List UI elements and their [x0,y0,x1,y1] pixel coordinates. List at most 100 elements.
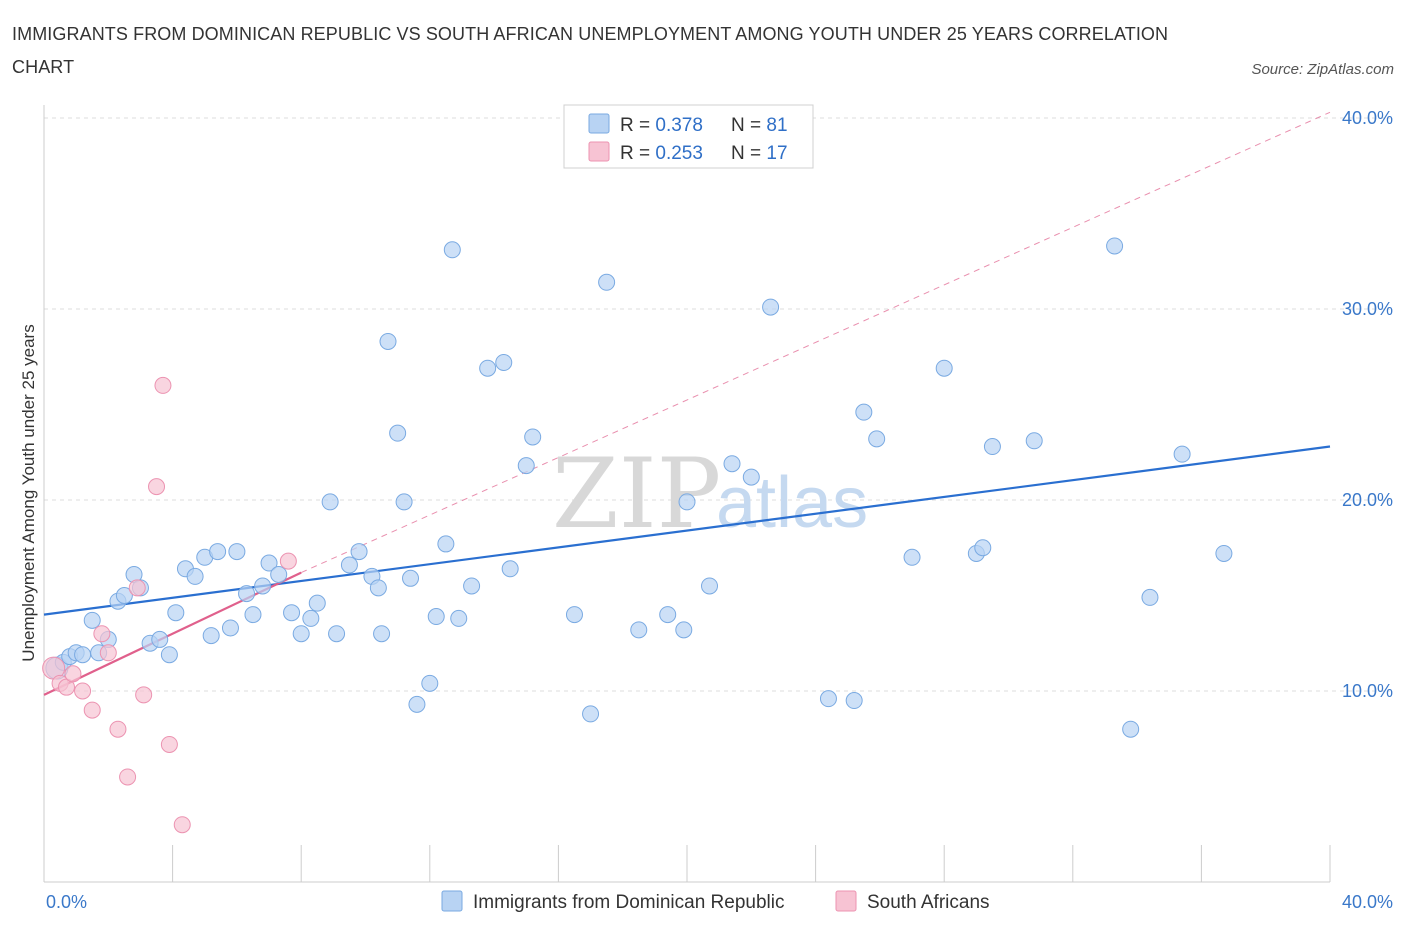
bottom-legend-label-dominican: Immigrants from Dominican Republic [473,892,785,913]
bottom-legend: Immigrants from Dominican Republic South… [441,890,990,913]
data-point-dominican [598,273,616,291]
y-tick-labels: 10.0% 20.0% 30.0% 40.0% [1342,108,1393,701]
y-tick-label: 10.0% [1342,681,1393,701]
data-point-dominican [903,548,921,566]
data-point-dominican [630,621,648,639]
legend-swatch-blue [588,113,610,134]
bottom-legend-swatch-blue [441,890,463,912]
data-point-dominican [675,621,693,639]
data-point-dominican [855,403,873,421]
data-point-dominican [524,428,542,446]
data-point-dominican [723,455,741,473]
data-point-dominican [421,674,439,692]
data-point-south-african [279,552,297,570]
data-point-south-african [160,735,178,753]
data-point-dominican [582,705,600,723]
legend-n-label-2: N = [731,143,766,164]
data-point-dominican [408,695,426,713]
data-point-dominican [845,692,863,710]
data-point-dominican [115,587,133,604]
data-point-dominican [1141,588,1159,606]
data-point-dominican [83,611,101,629]
data-point-dominican [373,625,391,643]
data-point-dominican [244,606,262,624]
data-point-dominican [495,353,513,371]
data-point-dominican [1122,720,1140,738]
y-axis-label: Unemployment Among Youth under 25 years [19,324,38,661]
data-point-dominican [762,298,780,316]
data-point-dominican [186,567,204,585]
data-point-dominican [270,565,288,583]
x-tick-label-min: 0.0% [46,892,87,912]
data-point-dominican [443,241,461,259]
data-point-dominican [167,604,185,622]
legend-box: R = 0.378 N = 81 R = 0.253 N = 17 [563,104,814,169]
data-point-dominican [819,690,837,708]
bottom-legend-swatch-pink [835,890,857,912]
data-point-dominican [501,560,519,578]
watermark-zip: ZIP [552,438,721,550]
data-point-dominican [340,556,358,574]
data-point-dominican [479,359,497,377]
x-tick-label-max: 40.0% [1342,892,1393,912]
data-point-dominican [463,577,481,595]
data-point-dominican [209,543,227,561]
data-point-dominican [328,625,346,643]
data-point-dominican [389,424,407,442]
data-point-dominican [321,493,339,511]
x-tick-marks [172,845,1331,882]
data-point-dominican [1106,237,1124,255]
data-point-dominican [283,604,301,622]
data-point-dominican [221,619,239,637]
y-tick-label: 20.0% [1342,490,1393,510]
legend-row-1-n: N = 81 [731,115,788,136]
data-point-dominican [160,646,178,664]
data-point-dominican [395,493,413,511]
data-point-dominican [427,608,445,626]
data-point-dominican [202,627,220,645]
data-point-dominican [369,579,387,597]
data-point-dominican [450,609,468,627]
legend-r-value-2: 0.253 [655,143,703,164]
legend-r-label-2: R = [620,143,655,164]
source-label: Source: ZipAtlas.com [1251,61,1394,78]
chart-title: IMMIGRANTS FROM DOMINICAN REPUBLIC VS SO… [12,24,1169,77]
data-point-dominican [402,569,420,587]
data-point-dominican [701,577,719,595]
data-point-dominican [1173,445,1191,463]
legend-r-label-1: R = [620,115,655,136]
legend-n-label-1: N = [731,115,766,136]
trend-lines [43,111,1331,696]
data-point-dominican [74,646,92,664]
data-point-dominican [565,606,583,624]
data-point-south-african [64,665,82,683]
legend-n-value-2: 17 [766,143,787,164]
data-point-dominican [302,609,320,627]
data-point-south-african [128,579,146,597]
data-point-dominican [238,585,256,603]
series-dominican-points [45,237,1233,738]
data-point-dominican [379,332,397,350]
y-tick-label: 30.0% [1342,299,1393,319]
data-point-dominican [1025,432,1043,450]
data-point-south-african [99,644,117,662]
legend-row-2: R = 0.253 [620,143,703,164]
data-point-dominican [659,606,677,624]
data-point-dominican [437,535,455,553]
watermark-atlas: atlas [716,463,868,543]
data-point-dominican [678,493,696,511]
trend-line-south-african-dashed [300,111,1331,574]
data-point-dominican [742,468,760,486]
watermark: ZIP atlas [552,438,868,550]
y-tick-label: 40.0% [1342,108,1393,128]
data-point-south-african [93,625,111,643]
legend-n-value-1: 81 [766,115,787,136]
data-point-dominican [1215,544,1233,562]
data-point-dominican [935,359,953,377]
legend-row-1: R = 0.378 [620,115,703,136]
legend-swatch-pink [588,141,610,162]
data-point-dominican [868,430,886,448]
bottom-legend-label-south-african: South Africans [867,892,990,913]
data-point-dominican [974,539,992,557]
